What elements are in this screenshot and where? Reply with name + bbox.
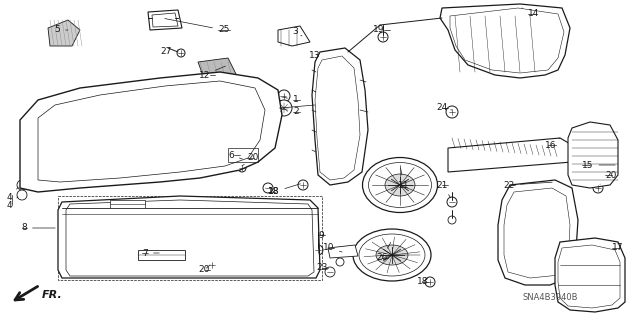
Ellipse shape [362, 158, 438, 212]
Circle shape [278, 90, 290, 102]
Text: 1: 1 [281, 95, 299, 105]
Text: 21: 21 [436, 181, 451, 198]
Polygon shape [278, 26, 310, 46]
Bar [91, 155, 99, 160]
Text: 8: 8 [21, 224, 55, 233]
Text: FR.: FR. [42, 290, 63, 300]
Bar [256, 128, 264, 136]
Bar [38, 144, 46, 152]
Text: 11: 11 [398, 168, 410, 189]
Ellipse shape [93, 108, 163, 152]
Text: 26: 26 [376, 242, 390, 263]
Text: 17: 17 [612, 243, 623, 253]
Text: 13: 13 [308, 50, 320, 60]
Text: 2: 2 [281, 108, 299, 116]
Bar [128, 155, 136, 160]
Text: 10: 10 [323, 243, 342, 253]
Text: 9: 9 [318, 231, 324, 245]
Text: 4: 4 [6, 187, 18, 203]
Circle shape [378, 32, 388, 42]
Circle shape [17, 180, 27, 190]
Bar [256, 146, 264, 154]
Polygon shape [110, 200, 145, 208]
Polygon shape [58, 196, 320, 278]
Text: 14: 14 [522, 8, 540, 19]
Bar [104, 155, 112, 160]
Ellipse shape [353, 229, 431, 281]
Text: 20: 20 [198, 265, 210, 275]
Polygon shape [448, 138, 572, 172]
Text: 18: 18 [268, 184, 300, 197]
Text: SNA4B3940B: SNA4B3940B [522, 293, 578, 302]
Ellipse shape [556, 148, 574, 162]
Polygon shape [328, 245, 358, 258]
Text: 27: 27 [161, 48, 178, 56]
Text: 24: 24 [436, 103, 452, 113]
Polygon shape [555, 238, 625, 312]
Text: 16: 16 [545, 138, 560, 150]
Ellipse shape [173, 109, 227, 147]
Text: 20: 20 [242, 153, 259, 166]
Polygon shape [568, 122, 618, 188]
Text: 7: 7 [142, 249, 159, 257]
Ellipse shape [385, 174, 415, 196]
Text: 23: 23 [317, 263, 328, 272]
Text: 25: 25 [164, 19, 229, 34]
Bar [76, 155, 84, 160]
Circle shape [238, 164, 246, 172]
Text: 3: 3 [292, 27, 302, 36]
Text: 6: 6 [228, 151, 243, 160]
Polygon shape [48, 20, 80, 46]
Bar [58, 196, 322, 280]
Text: 5: 5 [54, 26, 68, 34]
Text: 22: 22 [504, 181, 552, 189]
Polygon shape [440, 4, 570, 78]
Text: 15: 15 [582, 160, 615, 169]
Text: 18: 18 [417, 278, 428, 286]
Polygon shape [20, 72, 282, 192]
Text: 18: 18 [268, 188, 280, 197]
Polygon shape [312, 48, 368, 185]
Circle shape [276, 100, 292, 116]
Polygon shape [198, 58, 238, 84]
Bar [116, 155, 124, 160]
Polygon shape [498, 180, 578, 285]
Text: 12: 12 [198, 66, 225, 79]
Text: 19: 19 [372, 26, 384, 34]
Bar [38, 158, 46, 166]
Polygon shape [148, 10, 182, 30]
Bar [38, 128, 46, 136]
Ellipse shape [376, 245, 408, 265]
Text: 4: 4 [6, 197, 18, 210]
Text: 20: 20 [600, 170, 616, 184]
Circle shape [17, 190, 27, 200]
